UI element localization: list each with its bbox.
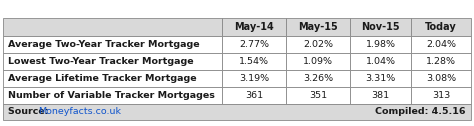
Text: Today: Today [425, 22, 457, 32]
Text: 3.31%: 3.31% [365, 74, 396, 83]
Text: May-14: May-14 [234, 22, 274, 32]
Text: 3.08%: 3.08% [426, 74, 456, 83]
Text: 2.77%: 2.77% [239, 40, 269, 49]
Text: Source:: Source: [8, 107, 52, 117]
Text: Lowest Two-Year Tracker Mortgage: Lowest Two-Year Tracker Mortgage [8, 57, 193, 66]
Text: 3.26%: 3.26% [303, 74, 333, 83]
Bar [3, 53, 222, 70]
Text: 1.54%: 1.54% [239, 57, 269, 66]
Bar [222, 18, 286, 36]
Text: 1.09%: 1.09% [303, 57, 333, 66]
Text: 1.04%: 1.04% [365, 57, 395, 66]
Bar [350, 87, 411, 104]
Text: Nov-15: Nov-15 [361, 22, 400, 32]
Text: 313: 313 [432, 91, 450, 100]
Bar [222, 53, 286, 70]
Bar [222, 87, 286, 104]
Bar [286, 53, 350, 70]
Bar [350, 53, 411, 70]
Bar [350, 36, 411, 53]
Bar [286, 70, 350, 87]
Bar [3, 36, 222, 53]
Bar [3, 70, 222, 87]
Bar [350, 18, 411, 36]
Text: 2.04%: 2.04% [426, 40, 456, 49]
Text: Average Two-Year Tracker Mortgage: Average Two-Year Tracker Mortgage [8, 40, 200, 49]
Bar [411, 36, 471, 53]
Bar [411, 70, 471, 87]
Text: 361: 361 [245, 91, 263, 100]
Bar [411, 18, 471, 36]
Bar [3, 87, 222, 104]
Bar [286, 87, 350, 104]
Text: 381: 381 [372, 91, 390, 100]
Bar [3, 18, 222, 36]
Text: 1.28%: 1.28% [426, 57, 456, 66]
Bar [411, 53, 471, 70]
Text: Average Lifetime Tracker Mortgage: Average Lifetime Tracker Mortgage [8, 74, 197, 83]
Text: May-15: May-15 [298, 22, 338, 32]
Text: Moneyfacts.co.uk: Moneyfacts.co.uk [38, 107, 121, 117]
Bar [3, 104, 471, 120]
Bar [286, 18, 350, 36]
Bar [350, 70, 411, 87]
Text: 351: 351 [309, 91, 327, 100]
Bar [222, 36, 286, 53]
Text: Compiled: 4.5.16: Compiled: 4.5.16 [375, 107, 466, 117]
Text: 3.19%: 3.19% [239, 74, 269, 83]
Text: 1.98%: 1.98% [365, 40, 395, 49]
Bar [222, 70, 286, 87]
Text: Number of Variable Tracker Mortgages: Number of Variable Tracker Mortgages [8, 91, 215, 100]
Bar [411, 87, 471, 104]
Text: 2.02%: 2.02% [303, 40, 333, 49]
Bar [286, 36, 350, 53]
